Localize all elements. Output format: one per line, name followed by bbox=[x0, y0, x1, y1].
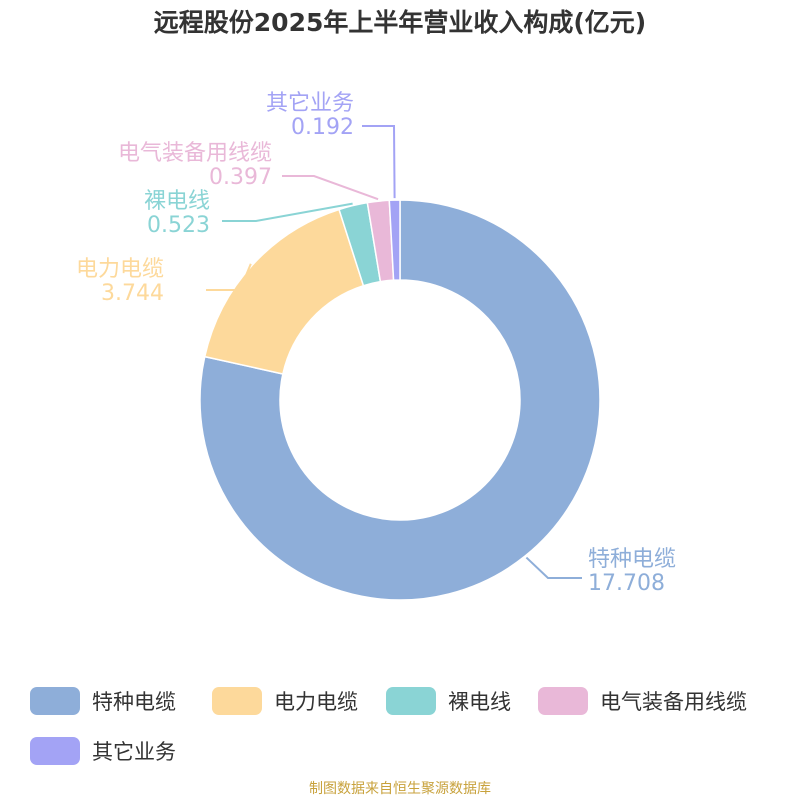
slice-label-value-3: 0.523 bbox=[147, 213, 210, 238]
slices-group bbox=[199, 199, 601, 601]
source-note: 制图数据来自恒生聚源数据库 bbox=[309, 781, 491, 797]
slice-label-name-5: 其它业务 bbox=[266, 91, 354, 116]
chart-title: 远程股份2025年上半年营业收入构成(亿元) bbox=[153, 8, 647, 37]
slice-label-value-5: 0.192 bbox=[291, 115, 354, 140]
legend-swatch-5 bbox=[30, 737, 80, 765]
slice-label-value-4: 0.397 bbox=[209, 165, 272, 190]
legend-swatch-3 bbox=[386, 687, 436, 715]
legend-item-4[interactable]: 电气装备用线缆 bbox=[538, 686, 747, 716]
leader-line-2 bbox=[206, 263, 252, 291]
legend-label-2: 电力电缆 bbox=[274, 690, 358, 714]
leader-line-4 bbox=[282, 175, 379, 201]
slice-label-value-2: 3.744 bbox=[101, 281, 164, 306]
legend-swatch-4 bbox=[538, 687, 588, 715]
legend-item-2[interactable]: 电力电缆 bbox=[212, 686, 358, 716]
leader-line-1 bbox=[525, 556, 582, 579]
slice-label-value-1: 17.708 bbox=[588, 571, 665, 596]
leader-lines-group bbox=[206, 125, 582, 579]
legend-item-5[interactable]: 其它业务 bbox=[30, 736, 176, 766]
legend-item-3[interactable]: 裸电线 bbox=[386, 686, 511, 716]
legend-label-3: 裸电线 bbox=[448, 690, 511, 714]
legend-swatch-2 bbox=[212, 687, 262, 715]
slice-label-name-1: 特种电缆 bbox=[588, 547, 676, 572]
leader-line-3 bbox=[222, 202, 353, 222]
legend-label-1: 特种电缆 bbox=[92, 690, 176, 714]
legend-swatch-1 bbox=[30, 687, 80, 715]
slice-label-name-4: 电气装备用线缆 bbox=[118, 141, 272, 166]
slice-label-name-2: 电力电缆 bbox=[76, 257, 164, 282]
slice-label-name-3: 裸电线 bbox=[144, 189, 210, 214]
slice-2 bbox=[203, 208, 365, 375]
leader-line-5 bbox=[362, 125, 396, 199]
slice-5 bbox=[388, 199, 401, 281]
legend-label-5: 其它业务 bbox=[92, 740, 176, 764]
legend-label-4: 电气装备用线缆 bbox=[600, 690, 747, 714]
legend-item-1[interactable]: 特种电缆 bbox=[30, 686, 176, 716]
slice-1 bbox=[199, 199, 601, 601]
